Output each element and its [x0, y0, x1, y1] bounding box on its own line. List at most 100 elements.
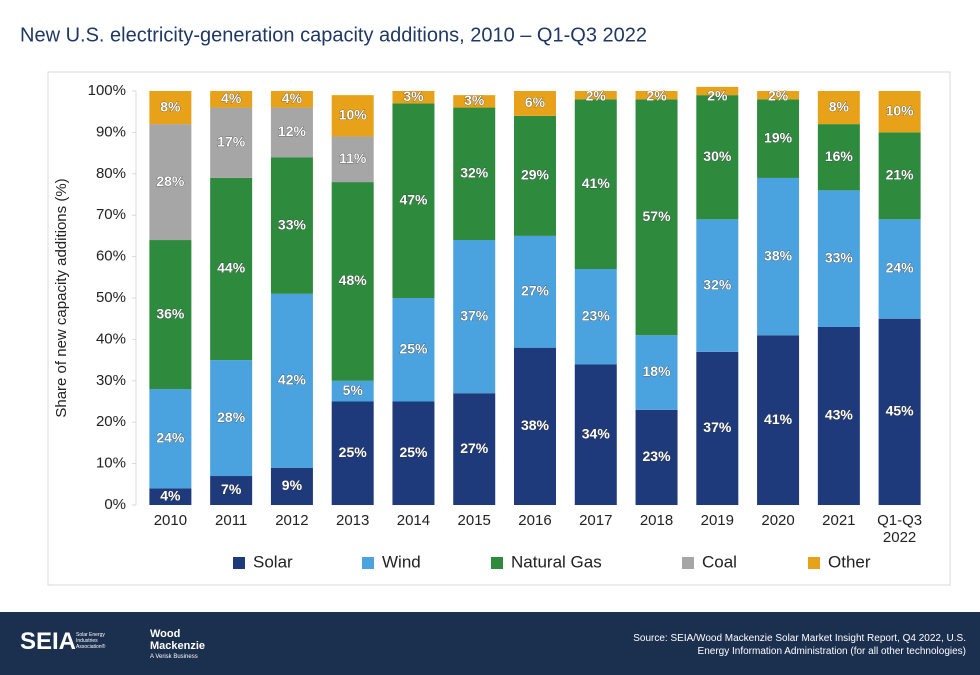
bar-segment [514, 347, 556, 505]
bar-segment [392, 298, 435, 402]
data-label: 41% [582, 175, 611, 191]
bar-segment [757, 91, 800, 100]
bar-segment [757, 335, 800, 505]
data-label: 7% [221, 481, 242, 497]
bar-segment [453, 393, 496, 505]
bar-segment [331, 136, 374, 183]
bar-segment [514, 91, 556, 116]
bar-segment [210, 360, 253, 477]
bar-segment [149, 91, 192, 125]
legend-label: Coal [702, 552, 737, 571]
data-label: 16% [825, 148, 854, 164]
bar-segment [817, 326, 860, 505]
x-tick-label: 2016 [518, 512, 552, 529]
data-label: 2% [646, 88, 667, 104]
bar-segment [574, 269, 617, 365]
data-label: 18% [643, 363, 672, 379]
data-label: 37% [460, 307, 489, 323]
bar-segment [696, 95, 739, 220]
bar-segment [817, 124, 860, 191]
data-label: 34% [582, 425, 611, 441]
data-label: 23% [582, 307, 611, 323]
chart-frame [47, 71, 951, 586]
data-label: 48% [339, 272, 368, 288]
x-tick-label: 2020 [761, 512, 795, 529]
data-label: 28% [156, 173, 185, 189]
bar-segment [757, 99, 800, 178]
seia-logo: SEIA [20, 628, 77, 655]
bar-segment [574, 91, 617, 100]
data-label: 23% [643, 448, 672, 464]
legend-swatch [362, 557, 374, 569]
data-label: 33% [278, 216, 307, 232]
data-label: 10% [339, 107, 368, 123]
bar-segment [392, 401, 435, 505]
data-label: 2% [586, 88, 607, 104]
data-label: 2% [707, 88, 728, 104]
footer: SEIA Solar Energy Industries Association… [0, 612, 980, 675]
bar-segment [635, 99, 678, 336]
data-label: 32% [460, 165, 489, 181]
bar-segment [453, 240, 496, 394]
data-label: 27% [460, 440, 489, 456]
legend-swatch [682, 557, 694, 569]
data-label: 8% [160, 98, 181, 114]
chart-title: New U.S. electricity-generation capacity… [20, 24, 647, 46]
bar-segment [757, 177, 800, 336]
y-tick-label: 80% [96, 165, 126, 182]
bar-segment [514, 235, 556, 348]
data-label: 9% [282, 477, 303, 493]
bar-segment [696, 86, 739, 96]
legend-swatch [233, 557, 245, 569]
bar-segment [270, 293, 313, 468]
data-label: 57% [643, 208, 672, 224]
bar-segment [270, 467, 313, 505]
data-label: 4% [221, 90, 242, 106]
data-label: 43% [825, 407, 854, 423]
bar-segment [210, 91, 253, 108]
bar-segment [878, 91, 921, 133]
data-label: 25% [399, 444, 428, 460]
data-label: 6% [525, 94, 546, 110]
bar-segment [331, 380, 374, 402]
y-tick-label: 10% [96, 455, 126, 472]
legend-label: Other [828, 552, 871, 571]
data-label: 19% [764, 129, 793, 145]
x-tick-label: 2018 [639, 512, 674, 529]
bar-segment [635, 335, 678, 410]
bar-segment [331, 182, 374, 381]
x-tick-label: 2013 [335, 512, 370, 529]
data-label: 12% [278, 123, 307, 139]
x-tick-label: Q1-Q3 2022 [877, 512, 923, 546]
data-label: 4% [160, 487, 181, 503]
x-tick-label: 2015 [457, 512, 491, 529]
bar-segment [149, 124, 192, 241]
data-label: 11% [339, 150, 367, 166]
data-label: 21% [886, 167, 915, 183]
data-label: 30% [703, 148, 732, 164]
data-label: 42% [278, 372, 307, 388]
y-tick-label: 40% [96, 330, 126, 347]
x-tick-label: 2019 [700, 512, 734, 529]
chart: New U.S. electricity-generation capacity… [20, 24, 951, 586]
data-label: 24% [886, 260, 915, 276]
bar-segment [696, 351, 739, 505]
bar-segment [149, 389, 192, 489]
data-label: 3% [403, 88, 424, 104]
y-tick-label: 30% [96, 372, 126, 389]
bar-segment [514, 115, 556, 236]
data-label: 5% [343, 382, 364, 398]
bar-segment [392, 91, 435, 104]
bar-segment [149, 240, 192, 390]
y-tick-label: 100% [88, 82, 126, 99]
bar-segment [210, 107, 253, 178]
data-label: 28% [217, 409, 246, 425]
y-tick-label: 70% [96, 206, 126, 223]
y-tick-label: 60% [96, 248, 126, 265]
data-label: 36% [156, 305, 185, 321]
bar-segment [635, 91, 678, 100]
data-label: 8% [829, 98, 850, 114]
bar-segment [210, 177, 253, 361]
legend-label: Solar [253, 552, 293, 571]
data-label: 41% [764, 411, 793, 427]
